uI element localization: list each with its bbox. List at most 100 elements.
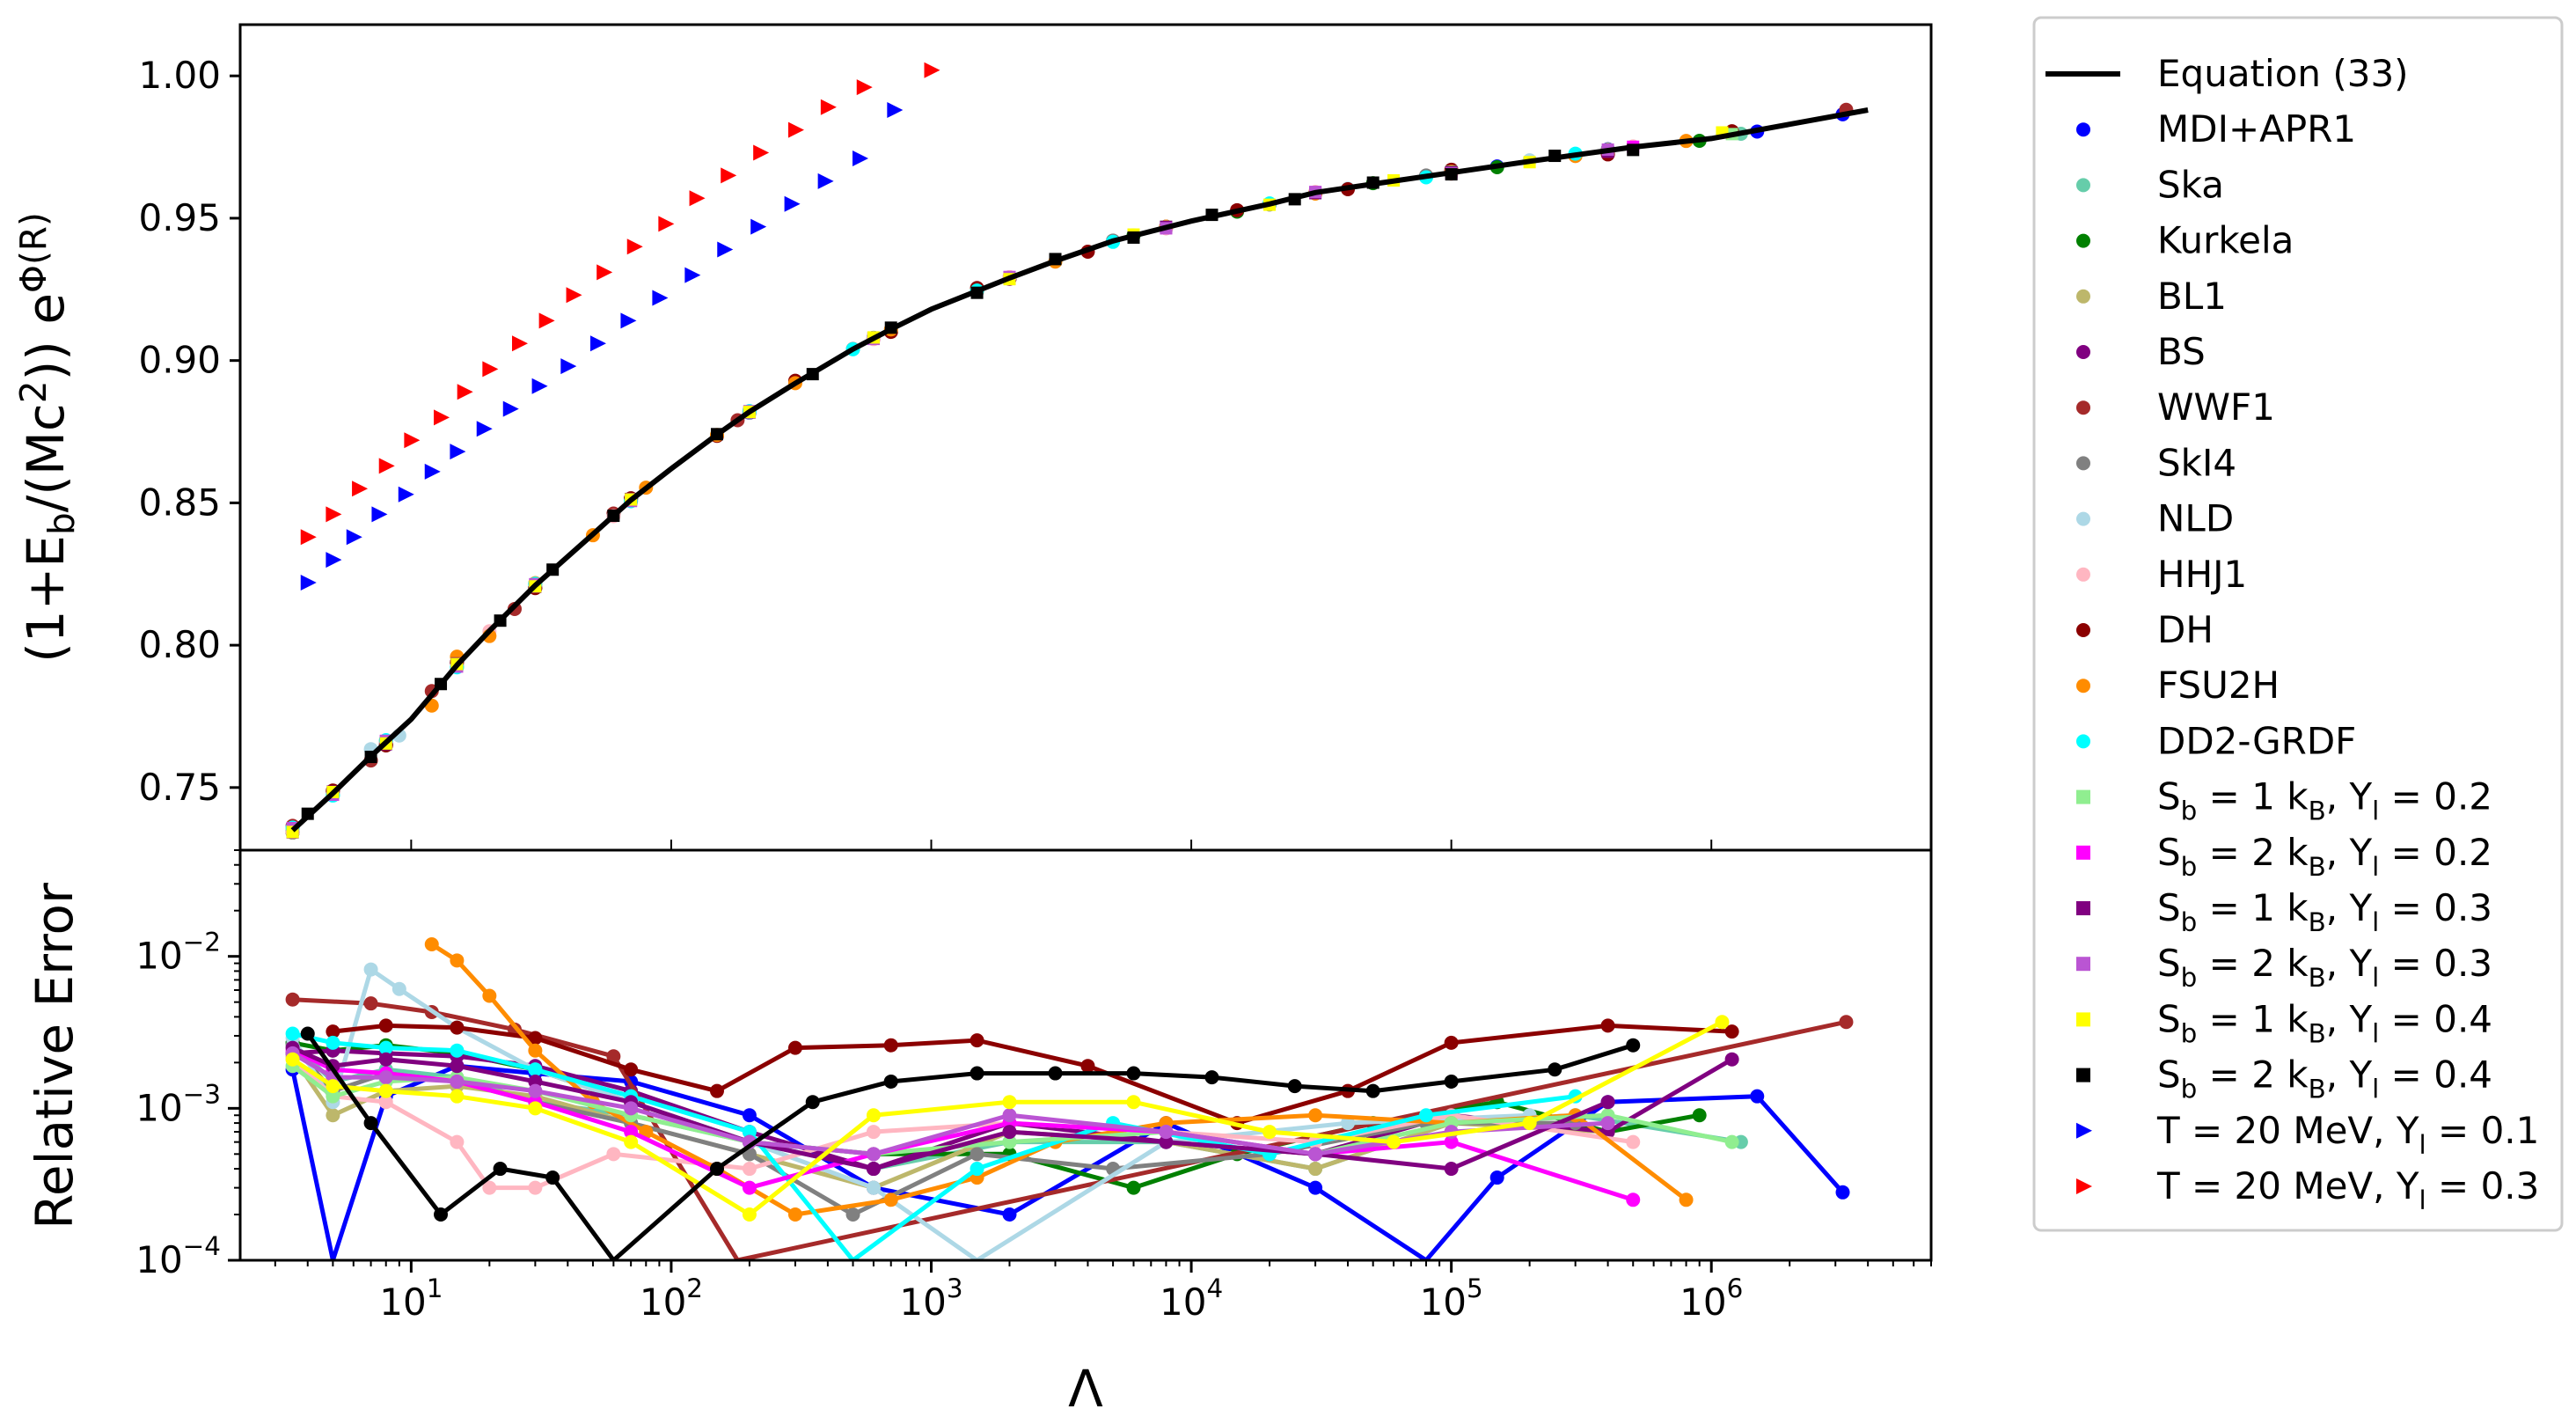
y-tick-label: 0.75 <box>138 766 221 809</box>
legend-circle-marker <box>2076 289 2090 304</box>
legend-triangle-marker <box>2076 1178 2092 1194</box>
legend-label: T = 20 MeV, Yl = 0.1 <box>2156 1109 2539 1160</box>
triangle-point <box>652 290 669 306</box>
error-series-line <box>305 1032 1634 1260</box>
error-point <box>866 1162 881 1177</box>
error-point <box>970 1066 984 1081</box>
error-point <box>1626 1038 1641 1053</box>
error-point <box>970 1033 984 1048</box>
legend-label: DH <box>2157 608 2214 651</box>
error-point <box>1839 1015 1854 1030</box>
legend-circle-marker <box>2076 233 2090 248</box>
x-tick-label: 101 <box>379 1273 443 1324</box>
error-point <box>709 1083 724 1098</box>
legend-label: BS <box>2157 330 2206 373</box>
error-point <box>1308 1162 1323 1177</box>
top-data <box>285 62 1869 840</box>
legend-square-marker <box>2076 957 2090 972</box>
legend-circle-marker <box>2076 511 2090 526</box>
error-point <box>285 992 300 1007</box>
error-point <box>450 1134 465 1149</box>
error-point <box>528 1180 543 1195</box>
top-panel: 0.75 0.80 0.85 0.90 0.95 1.00 (1+Eb/(Mc2)) eΦ… <box>12 23 1933 852</box>
error-point <box>378 1070 393 1085</box>
bottom-y-axis-label: Relative Error <box>25 883 84 1229</box>
error-point <box>1600 1018 1615 1033</box>
triangle-point <box>476 421 493 437</box>
error-point <box>1444 1134 1459 1149</box>
triangle-point <box>434 409 450 426</box>
error-point <box>450 1043 465 1058</box>
error-point <box>378 1083 393 1098</box>
legend-circle-marker <box>2076 400 2090 415</box>
error-point <box>742 1207 757 1222</box>
y-tick-label: 0.95 <box>138 196 221 239</box>
x-tick-label: 105 <box>1420 1273 1483 1324</box>
error-point <box>624 1134 639 1149</box>
triangle-point <box>750 218 767 235</box>
error-point <box>1002 1108 1017 1123</box>
legend-circle-marker <box>2076 623 2090 637</box>
legend-square-marker <box>2076 1012 2090 1027</box>
error-point <box>450 953 465 968</box>
legend-label: Equation (33) <box>2157 52 2409 95</box>
x-tick-label: 104 <box>1160 1273 1223 1324</box>
error-point <box>1002 1207 1017 1222</box>
triangle-point <box>560 358 577 375</box>
legend-label: Sb = 2 kB, Yl = 0.2 <box>2157 831 2492 882</box>
error-point <box>493 1162 508 1177</box>
error-point <box>742 1125 757 1140</box>
error-point <box>845 1207 860 1222</box>
error-point <box>450 1074 465 1089</box>
error-point <box>1548 1062 1562 1077</box>
triangle-point <box>784 195 801 212</box>
triangle-point <box>398 486 414 503</box>
legend-circle-marker <box>2076 567 2090 582</box>
triangle-point <box>596 264 613 281</box>
error-point <box>606 1049 621 1064</box>
triangle-point <box>424 463 441 480</box>
legend-square-marker <box>2076 789 2090 804</box>
y-tick-label: 1.00 <box>138 54 221 97</box>
error-point <box>805 1095 820 1110</box>
error-point <box>787 1040 802 1055</box>
bottom-axes-frame <box>238 848 1933 1262</box>
triangle-point <box>684 267 701 283</box>
legend-label: WWF1 <box>2157 385 2275 429</box>
error-point <box>1002 1125 1017 1140</box>
legend-label: Sb = 1 kB, Yl = 0.3 <box>2157 886 2492 937</box>
triangle-point <box>566 287 582 304</box>
error-point <box>450 1059 465 1074</box>
error-point <box>528 1043 543 1058</box>
error-point <box>1724 1052 1739 1067</box>
top-axes-frame <box>238 23 1933 852</box>
triangle-point <box>531 378 548 394</box>
error-lines <box>285 937 1854 1260</box>
error-point <box>1126 1180 1141 1195</box>
triangle-point <box>300 529 317 546</box>
error-point <box>1365 1083 1380 1098</box>
error-point <box>378 1040 393 1055</box>
error-point <box>1600 1095 1615 1110</box>
error-point <box>378 1052 393 1067</box>
y-tick-label: 10−3 <box>135 1079 221 1129</box>
error-point <box>1387 1134 1401 1149</box>
error-point <box>1444 1162 1459 1177</box>
y-tick-label: 0.90 <box>138 339 221 382</box>
triangle-point <box>502 400 519 417</box>
legend-label: HHJ1 <box>2157 553 2247 596</box>
error-point <box>363 1116 378 1131</box>
legend-items: Equation (33) MDI+APR1 Ska Kurkela BL1 BS WWF1… <box>2045 52 2539 1215</box>
error-point <box>378 1018 393 1033</box>
triangle-point <box>589 335 606 352</box>
error-point <box>285 1052 300 1067</box>
error-point <box>1308 1180 1323 1195</box>
triangle-point <box>512 335 529 352</box>
error-point <box>970 1147 984 1162</box>
triangle-point <box>538 312 555 329</box>
error-point <box>1048 1066 1063 1081</box>
bottom-panel: 10−4 10−3 10−2 101 102 103 104 105 106 Relative … <box>25 848 1933 1409</box>
y-tick-label: 10−2 <box>135 928 221 978</box>
error-point <box>742 1162 757 1177</box>
y-tick-label: 0.80 <box>138 623 221 666</box>
